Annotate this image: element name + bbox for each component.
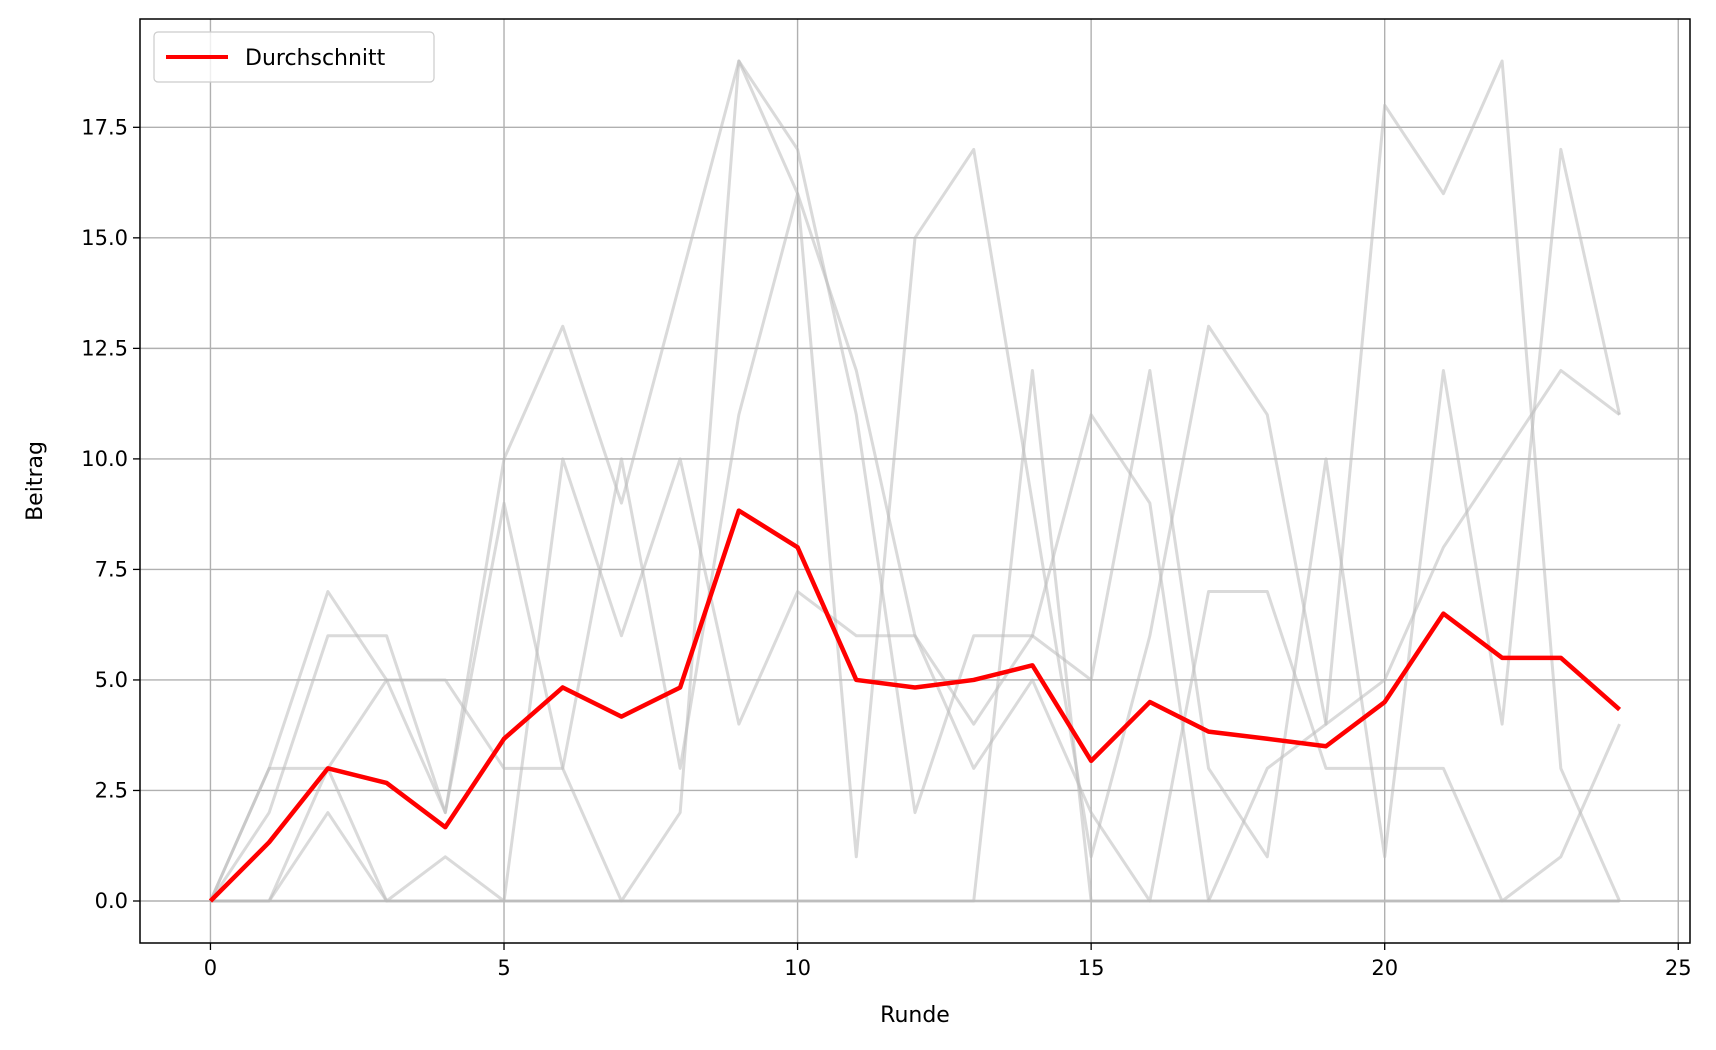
x-axis-label: Runde [880, 1003, 950, 1028]
x-tick-label: 15 [1078, 956, 1105, 980]
x-tick-label: 5 [497, 956, 510, 980]
series-line-durchschnitt [208, 508, 1622, 903]
y-tick-label: 17.5 [81, 115, 128, 139]
plot-frame [139, 18, 1691, 944]
series-line-2 [209, 59, 1622, 903]
y-tick-label: 7.5 [95, 557, 128, 581]
x-tick-label: 20 [1371, 956, 1398, 980]
series-line-5 [210, 59, 1621, 903]
legend-label-durchschnitt: Durchschnitt [245, 46, 386, 71]
x-tick-label: 25 [1665, 956, 1692, 980]
y-axis-label: Beitrag [23, 441, 48, 521]
legend: Durchschnitt [153, 31, 435, 83]
y-tick-label: 10.0 [81, 447, 128, 471]
legend-box [153, 31, 435, 83]
y-tick-label: 0.0 [95, 889, 128, 913]
x-tick-label: 10 [784, 956, 811, 980]
series-line-4 [209, 147, 1621, 902]
y-tick-label: 12.5 [81, 336, 128, 360]
y-tick-label: 15.0 [81, 226, 128, 250]
x-tick-label: 0 [204, 956, 217, 980]
series-lines [208, 59, 1622, 903]
series-line-3 [210, 457, 1621, 903]
axis-ticks: 0 5 10 15 20 25 0.0 2.5 5.0 7.5 10.0 12.5 15.0 17.5 [81, 115, 1691, 980]
y-tick-label: 5.0 [95, 668, 128, 692]
series-line-1 [209, 59, 1620, 903]
y-tick-label: 2.5 [95, 778, 128, 802]
